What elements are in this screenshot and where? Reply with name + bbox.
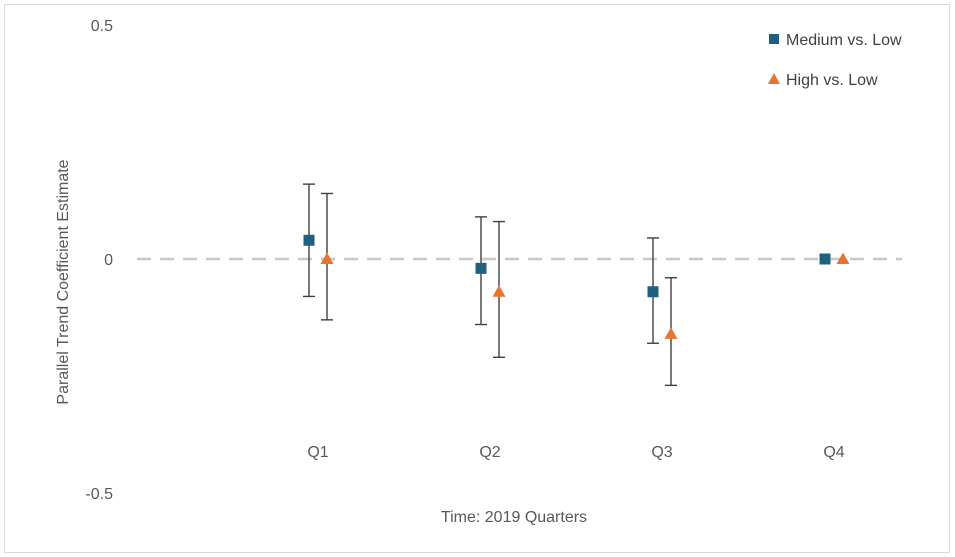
medium-vs-low-point xyxy=(475,262,487,274)
high-vs-low-point xyxy=(664,327,678,339)
legend-triangle-marker xyxy=(768,73,780,84)
high-vs-low-point xyxy=(492,285,506,297)
x-tick-label: Q4 xyxy=(823,444,844,461)
medium-vs-low-point xyxy=(647,286,659,298)
legend-label: High vs. Low xyxy=(786,72,878,89)
x-tick-label: Q2 xyxy=(479,444,500,461)
x-tick-label: Q1 xyxy=(307,444,328,461)
legend-label: Medium vs. Low xyxy=(786,32,902,49)
y-tick-label: 0.5 xyxy=(91,18,113,35)
chart-frame xyxy=(4,4,950,553)
x-tick-label: Q3 xyxy=(651,444,672,461)
y-tick-label: -0.5 xyxy=(85,486,113,503)
y-axis-label: Parallel Trend Coefficient Estimate xyxy=(55,159,72,404)
high-vs-low-point xyxy=(836,252,850,264)
x-axis-label: Time: 2019 Quarters xyxy=(441,509,587,526)
medium-vs-low-point xyxy=(819,253,831,265)
legend: Medium vs. Low High vs. Low xyxy=(768,32,902,89)
legend-square-marker xyxy=(769,34,779,44)
legend-item-medium-vs-low: Medium vs. Low xyxy=(769,32,902,49)
y-tick-label: 0 xyxy=(104,252,113,269)
medium-vs-low-point xyxy=(303,234,315,246)
legend-item-high-vs-low: High vs. Low xyxy=(768,72,878,89)
high-vs-low-point xyxy=(320,252,334,264)
